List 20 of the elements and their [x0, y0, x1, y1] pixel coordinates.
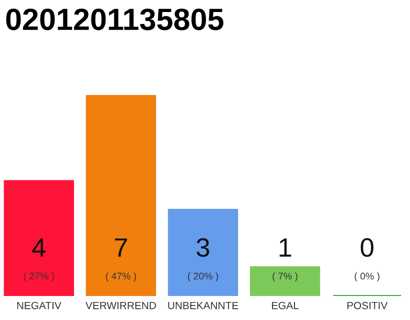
data-label: 4 [32, 238, 46, 257]
chart-title: 0201201135805 [6, 8, 224, 30]
x-tick-label: EGAL [272, 302, 299, 310]
bar [168, 208, 238, 296]
bar [86, 95, 156, 296]
x-tick-label: UNBEKANNTE [168, 302, 238, 310]
data-label: 3 [196, 238, 210, 257]
data-label: 1 [280, 238, 292, 257]
data-label: 0 [360, 238, 374, 257]
annotation: ( 7% ) [272, 272, 298, 282]
annotation: ( 27% ) [24, 272, 54, 282]
x-tick-label: POSITIV [347, 302, 388, 310]
annotation: ( 0% ) [354, 272, 380, 282]
bar [4, 180, 74, 296]
annotation: ( 20% ) [188, 272, 218, 282]
x-tick-label: VERWIRREND [86, 302, 156, 310]
data-label: 7 [114, 238, 127, 257]
annotation: ( 47% ) [106, 272, 136, 282]
x-tick-label: NEGATIV [17, 302, 62, 310]
bar [250, 266, 320, 296]
